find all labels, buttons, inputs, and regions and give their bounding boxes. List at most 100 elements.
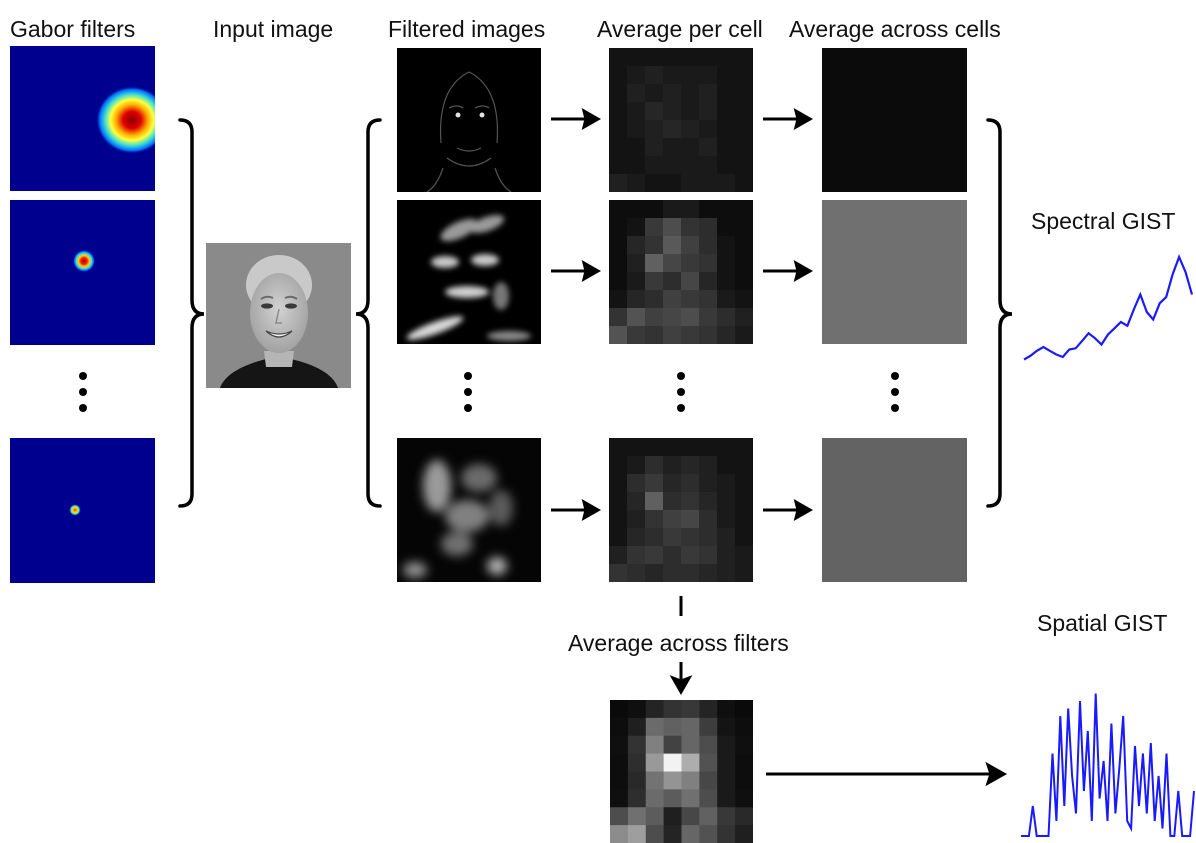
ellipsis-across-cells [891, 372, 899, 412]
grid-cell [735, 474, 753, 493]
grid-cell [717, 326, 736, 344]
grid-cell [645, 174, 664, 192]
grid-cell [699, 564, 718, 582]
average-per-cell-n [609, 438, 753, 582]
grid-cell [609, 174, 628, 192]
grid-cell [627, 825, 647, 843]
grid-cell [627, 272, 646, 291]
ellipsis-gabor [79, 372, 87, 412]
grid-cell [717, 717, 736, 737]
grid-cell [681, 528, 700, 547]
grid-cell [627, 236, 646, 255]
grid-cell [645, 717, 665, 737]
grid-cell [627, 326, 646, 344]
grid-cell [663, 84, 682, 103]
grid-cell [681, 236, 700, 255]
grid-cell [610, 735, 629, 755]
grid-cell [699, 236, 718, 255]
grid-cell [645, 84, 664, 103]
average-per-cell-1 [609, 48, 753, 192]
grid-cell [609, 138, 628, 157]
grid-cell [681, 717, 700, 737]
ellipsis-per-cell [677, 372, 685, 412]
grid-cell [609, 272, 628, 291]
grid-cell [699, 48, 718, 67]
grid-cell [717, 308, 736, 327]
grid-cell [627, 200, 646, 219]
grid-cell [609, 254, 628, 273]
grid-cell [609, 84, 628, 103]
grid-cell [609, 200, 628, 219]
grid-cell [627, 174, 646, 192]
grid-cell [681, 771, 700, 790]
grid-cell [645, 102, 664, 121]
grid-cell [717, 84, 736, 103]
grid-cell [609, 474, 628, 493]
grid-cell [699, 174, 718, 192]
grid-cell [645, 510, 664, 529]
grid-cell [699, 492, 718, 511]
grid-cell [699, 753, 718, 772]
grid-cell [735, 254, 753, 273]
grid-cell [663, 456, 682, 475]
grid-cell [681, 474, 700, 493]
grid-cell [699, 272, 718, 291]
grid-cell [609, 290, 628, 309]
grid-cell [609, 492, 628, 511]
grid-cell [735, 120, 753, 139]
grid-cell [610, 753, 629, 772]
grid-cell [610, 825, 629, 843]
filtered-images-brace [355, 118, 382, 508]
grid-cell [717, 156, 736, 175]
spatial-gist-label: Spatial GIST [1037, 610, 1168, 636]
grid-cell [645, 236, 664, 255]
grid-cell [609, 510, 628, 529]
grid-cell [645, 456, 664, 475]
grid-cell [681, 438, 700, 457]
grid-cell [627, 700, 647, 719]
grid-cell [717, 174, 736, 192]
grid-cell [663, 564, 682, 582]
grid-cell [609, 438, 628, 457]
grid-cell [735, 84, 753, 103]
grid-cell [681, 48, 700, 67]
grid-cell [717, 254, 736, 273]
gabor-filter-2 [10, 200, 155, 345]
grid-cell [645, 308, 664, 327]
grid-cell [681, 789, 700, 808]
grid-cell [681, 218, 700, 237]
average-across-cells-brace [986, 118, 1013, 508]
grid-cell [681, 138, 700, 157]
grid-cell [663, 218, 682, 237]
grid-cell [699, 290, 718, 309]
grid-cell [663, 156, 682, 175]
grid-cell [717, 66, 736, 85]
grid-cell [663, 735, 682, 755]
grid-cell [645, 218, 664, 237]
average-per-cell-2 [609, 200, 753, 344]
filtered-image-n [397, 438, 541, 582]
grid-cell [609, 120, 628, 139]
grid-cell [681, 510, 700, 529]
grid-cell [717, 825, 736, 843]
grid-cell [699, 825, 718, 843]
grid-cell [609, 308, 628, 327]
grid-cell [663, 174, 682, 192]
spatial-gist-plot [1021, 693, 1195, 837]
grid-cell [627, 138, 646, 157]
grid-cell [663, 290, 682, 309]
grid-cell [610, 700, 629, 719]
grid-cell [627, 717, 647, 737]
grid-cell [663, 474, 682, 493]
grid-cell [681, 700, 700, 719]
grid-cell [699, 200, 718, 219]
grid-cell [735, 789, 753, 808]
grid-cell [699, 66, 718, 85]
grid-cell [735, 528, 753, 547]
grid-cell [717, 789, 736, 808]
grid-cell [735, 735, 753, 755]
grid-cell [663, 771, 682, 790]
grid-cell [681, 492, 700, 511]
grid-cell [645, 735, 665, 755]
grid-cell [717, 807, 736, 826]
